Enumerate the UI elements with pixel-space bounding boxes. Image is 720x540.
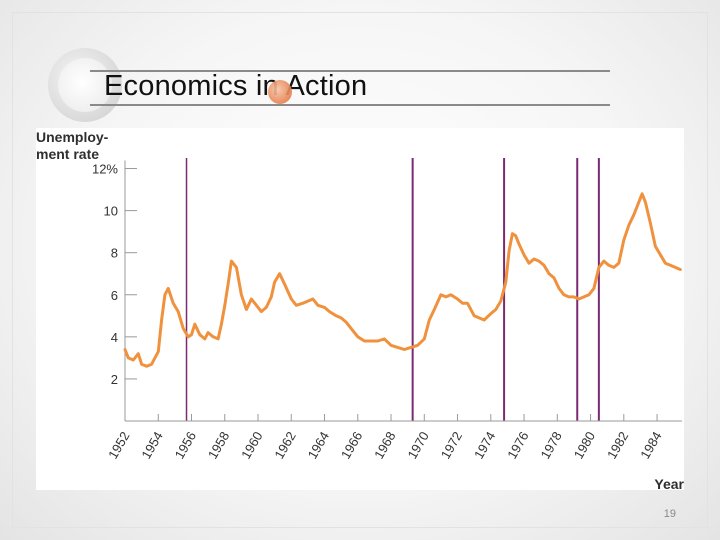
x-tick-label-1962: 1962 bbox=[271, 429, 298, 462]
x-tick-label-1966: 1966 bbox=[338, 429, 365, 462]
x-tick-label-1982: 1982 bbox=[604, 429, 631, 462]
y-tick-label-6: 6 bbox=[111, 288, 118, 303]
x-tick-label-1970: 1970 bbox=[404, 429, 431, 462]
chart-panel: 2 4 6 8 10 12% 1952 1954 1956 1958 1960 1962 1964 196… bbox=[36, 128, 684, 490]
y-tick-label-8: 8 bbox=[111, 246, 118, 261]
title-decoration-circle-inner bbox=[58, 58, 112, 112]
y-tick-label-2: 2 bbox=[111, 372, 118, 387]
x-tick-label-1958: 1958 bbox=[205, 429, 232, 462]
x-tick-label-1968: 1968 bbox=[371, 429, 398, 462]
y-axis-title-line2: ment rate bbox=[36, 146, 99, 162]
series-line-unemployment-rate bbox=[123, 192, 682, 368]
x-axis-title: Year bbox=[654, 476, 684, 490]
y-axis-title-line1: Unemploy- bbox=[36, 129, 109, 145]
title-rule-bottom bbox=[90, 104, 610, 106]
x-tick-label-1980: 1980 bbox=[571, 429, 598, 462]
x-tick-label-1956: 1956 bbox=[172, 429, 199, 462]
slide-frame bbox=[12, 12, 708, 528]
x-tick-label-1976: 1976 bbox=[504, 429, 531, 462]
x-tick-label-1972: 1972 bbox=[438, 429, 465, 462]
y-tick-label-10: 10 bbox=[104, 204, 118, 219]
x-tick-label-1960: 1960 bbox=[238, 429, 265, 462]
x-tick-label-1952: 1952 bbox=[105, 429, 132, 462]
x-tick-label-1984: 1984 bbox=[637, 429, 664, 462]
slide-title: Economics in Action bbox=[104, 70, 368, 102]
page-number: 19 bbox=[663, 508, 676, 520]
x-tick-label-1978: 1978 bbox=[537, 429, 564, 462]
x-tick-label-1974: 1974 bbox=[471, 429, 498, 462]
x-tick-label-1964: 1964 bbox=[305, 429, 332, 462]
y-tick-label-4: 4 bbox=[111, 330, 118, 345]
y-tick-label-12: 12% bbox=[92, 162, 118, 177]
title-rule-top bbox=[90, 70, 610, 72]
x-tick-label-1954: 1954 bbox=[138, 429, 165, 462]
title-decoration-dot bbox=[268, 80, 292, 104]
